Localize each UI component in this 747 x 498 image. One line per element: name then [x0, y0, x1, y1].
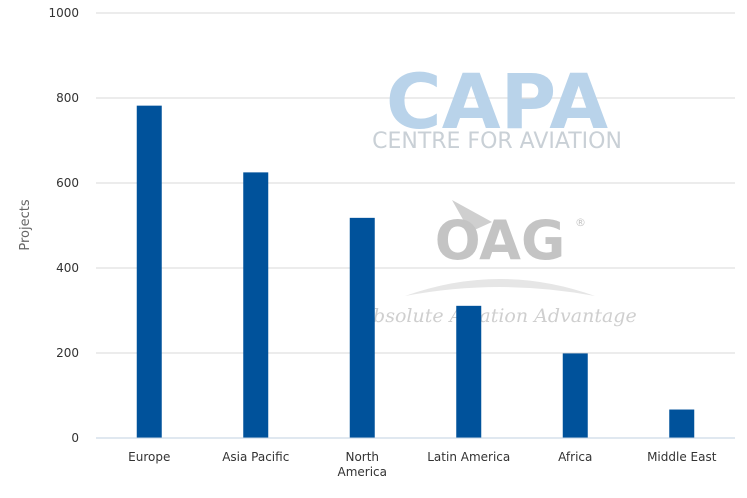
y-axis-tick-labels: 0 200 400 600 800 1000 [48, 6, 79, 445]
x-tick-label: Europe [128, 450, 170, 464]
bar [456, 305, 482, 438]
y-tick-label: 400 [56, 261, 79, 275]
x-tick-label: North [345, 450, 379, 464]
oag-tagline: Absolute Aviation Advantage [357, 305, 636, 327]
x-tick-label: Asia Pacific [222, 450, 289, 464]
oag-swoosh-icon [405, 279, 595, 296]
gridlines [96, 12, 735, 354]
bar [243, 172, 269, 438]
y-axis-title: Projects [18, 199, 33, 250]
bars [136, 105, 695, 439]
y-tick-label: 0 [71, 431, 79, 445]
watermark: CAPA CENTRE FOR AVIATION OAG ® Absolute … [357, 57, 636, 327]
bar [669, 409, 695, 438]
bar [136, 105, 162, 439]
oag-plane-icon [452, 200, 492, 232]
x-tick-label: Latin America [427, 450, 510, 464]
y-tick-label: 200 [56, 346, 79, 360]
bar [349, 217, 375, 438]
bar [562, 353, 588, 438]
x-tick-label: Middle East [647, 450, 717, 464]
x-tick-label: Africa [558, 450, 592, 464]
x-tick-label: America [338, 465, 388, 479]
oag-registered-mark: ® [575, 216, 586, 229]
oag-logo: OAG [435, 209, 566, 272]
y-tick-label: 800 [56, 91, 79, 105]
capa-logo: CAPA [386, 57, 608, 146]
y-tick-label: 600 [56, 176, 79, 190]
y-tick-label: 1000 [48, 6, 79, 20]
capa-tagline: CENTRE FOR AVIATION [372, 129, 622, 154]
